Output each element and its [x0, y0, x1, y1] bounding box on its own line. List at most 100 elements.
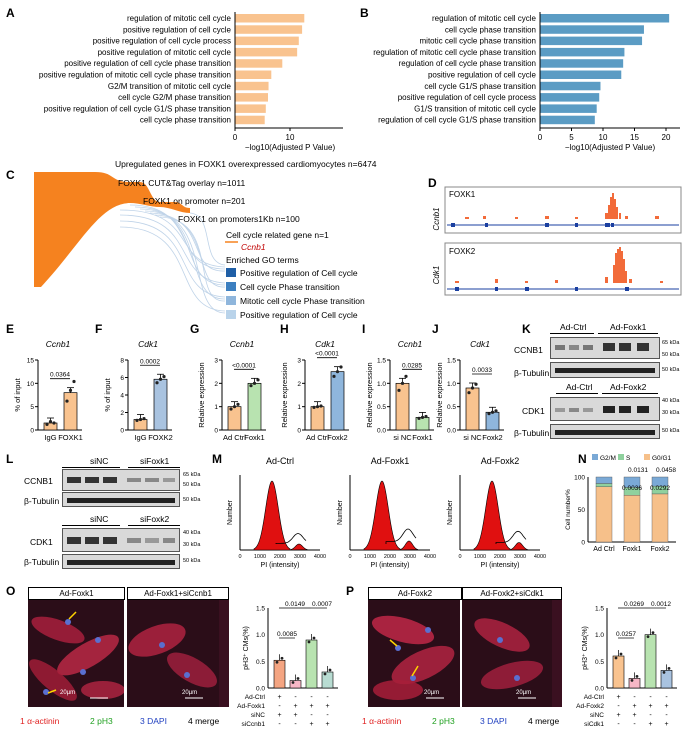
ej-point [155, 381, 159, 385]
sc-sign: - [649, 694, 652, 701]
a-bar [235, 115, 265, 125]
ej-category: Ad Ctrl [223, 433, 246, 442]
sc-bar [644, 634, 657, 689]
a-tick-0: 0 [233, 133, 238, 142]
ej-tick-label: 0 [297, 428, 301, 435]
l-band1-label: CCNB1 [24, 476, 53, 486]
d-track2-label: FOXK2 [449, 247, 476, 256]
b-tick-label: 0 [538, 133, 543, 142]
sc-row-label: siNC [251, 712, 265, 719]
m-xtick: 1000 [364, 554, 376, 560]
ej-point [236, 402, 240, 406]
ej-tick-label: 0 [30, 428, 34, 435]
n-segment [595, 486, 613, 543]
d-peak [455, 281, 459, 283]
ej-point [68, 388, 73, 392]
b-term-label: cell cycle G1/S phase transition [424, 82, 536, 91]
sc-point [275, 660, 279, 664]
n-category: Foxk2 [650, 546, 669, 553]
m-xlabel: PI (intensity) [261, 562, 300, 569]
d-peak [619, 247, 621, 283]
sc-tick: 1.5 [595, 606, 604, 613]
ej-point [404, 374, 408, 378]
sc-p1: 0.0257 [616, 631, 636, 638]
sc-bar [321, 671, 334, 689]
o-header2: Ad-Foxk1+siCcnb1 [127, 587, 229, 600]
ej-tick-label: 2 [297, 381, 301, 388]
p-channel3: 3 DAPI [480, 716, 507, 726]
k-mw5: 30 kDa [662, 410, 680, 416]
sc-sign: - [649, 712, 652, 719]
d-peak [614, 199, 616, 219]
d-peak [525, 281, 528, 283]
ej-tick-label: 8 [120, 358, 124, 365]
n-segment [623, 476, 641, 488]
ej-point [494, 409, 498, 413]
b-bar [540, 104, 597, 113]
b-xlabel: −log10(Adjusted P Value) [565, 143, 656, 152]
ej-category: Foxk2 [482, 433, 502, 442]
m-xtick: 2000 [384, 554, 396, 560]
ej-ylabel: Relative expression [280, 362, 289, 427]
b-term-label: G1/S transition of mitotic cell cycle [414, 104, 536, 113]
ej-point [315, 405, 320, 409]
c-go-swatch [226, 296, 236, 305]
panel-label-b: B [360, 6, 369, 20]
ej-point [339, 365, 343, 369]
m-xtick: 3000 [514, 554, 526, 560]
p-channel1: 1 α-actinin [362, 716, 402, 726]
m-g1-peak [253, 480, 291, 551]
m-xtick: 0 [348, 554, 351, 560]
ej-tick-label: 0 [214, 428, 218, 435]
sc-tick: 0.5 [595, 659, 604, 666]
sc-sign: + [309, 721, 313, 728]
d-peak [613, 265, 615, 283]
k-header3: Ad-Ctrl [566, 382, 593, 392]
ej-tick-label: 4 [120, 393, 124, 400]
n-segment [651, 493, 669, 543]
c-title: Upregulated genes in FOXK1 overexpressed… [115, 159, 377, 169]
ej-point [249, 384, 253, 388]
sc-sign: - [278, 721, 281, 728]
sc-p2: 0.0269 [624, 601, 644, 608]
p-channel4: 4 merge [528, 716, 560, 726]
ej-bar [465, 387, 480, 431]
ej-ylabel: % of input [103, 377, 112, 411]
c-gene: Ccnb1 [241, 242, 266, 252]
m-title: Ad-Foxk2 [481, 456, 520, 466]
a-term-label: positive regulation of mitotic cell cycl… [98, 48, 232, 57]
n-segment [623, 495, 641, 543]
ej-point [135, 418, 139, 422]
sc-point [280, 656, 284, 660]
d-peak [660, 281, 663, 283]
sc-point [635, 675, 639, 678]
m-xtick: 1000 [254, 554, 266, 560]
ej-tick-label: 2 [214, 381, 218, 388]
panel-label-c: C [6, 168, 15, 182]
p-scale-right: 20µm [516, 690, 532, 696]
m-xtick: 3000 [404, 554, 416, 560]
k-blot-tubulin1 [550, 362, 660, 378]
k-header4: Ad-Foxk2 [610, 382, 647, 392]
c-go-title: Enriched GO terms [226, 255, 299, 265]
sc-sign: - [617, 721, 620, 728]
d-peak [545, 216, 549, 219]
ej-point [252, 381, 257, 385]
n-segment [595, 476, 613, 484]
b-term-label: positive regulation of cell cycle [428, 71, 537, 80]
sc-sign: - [665, 694, 668, 701]
p-side-strip [552, 600, 562, 707]
sc-point [630, 679, 634, 682]
panel-label-o: O [6, 584, 16, 598]
c-level2: FOXK1 on promoter n=201 [143, 196, 246, 206]
ej-point [467, 391, 471, 395]
d-peak [555, 280, 558, 283]
p-image-left [368, 600, 460, 707]
m-xtick: 2000 [494, 554, 506, 560]
l-blot-tubulin2 [62, 554, 180, 569]
sc-sign: - [633, 721, 636, 728]
m-xlabel: PI (intensity) [371, 562, 410, 569]
k-blot-cdk1 [550, 397, 660, 421]
a-bar [235, 70, 272, 79]
sc-bar [628, 678, 641, 689]
